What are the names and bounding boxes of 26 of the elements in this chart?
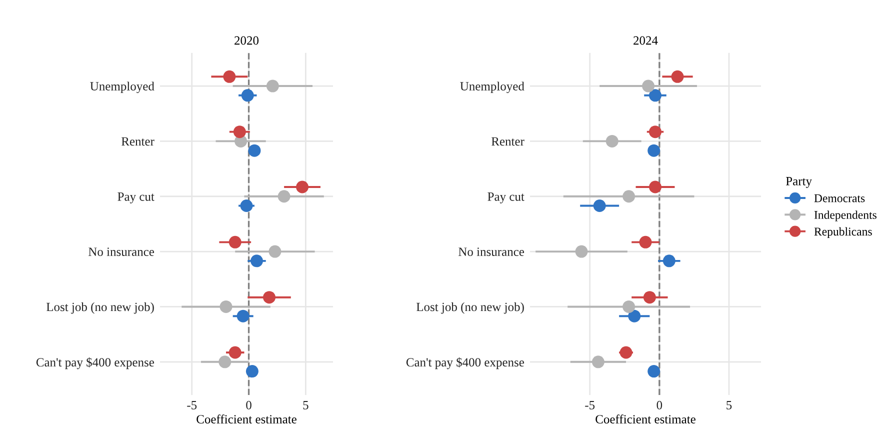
chart-title: 2020	[234, 36, 259, 45]
y-tick-label: Renter	[491, 137, 524, 146]
x-tick-label: 5	[303, 401, 308, 410]
y-tick-label: Unemployed	[90, 82, 154, 94]
y-tick-label: Lost job (no new job)	[46, 302, 154, 314]
chart-title: 2024	[634, 36, 658, 45]
y-tick-label: No insurance	[88, 248, 154, 256]
legend-title: Party	[786, 177, 812, 188]
x-tick-label: -5	[585, 401, 595, 410]
x-axis-title: Coefficient estimate	[596, 414, 696, 424]
y-tick-label: Can't pay $400 expense	[406, 357, 524, 370]
x-tick-label: 0	[246, 400, 252, 410]
x-tick-label: 5	[726, 401, 732, 410]
legend-label: Republicans	[814, 227, 872, 238]
y-tick-label: Can't pay $400 expense	[36, 357, 154, 370]
y-tick-label: Unemployed	[460, 82, 524, 94]
x-tick-label: -5	[187, 401, 197, 410]
x-axis-title: Coefficient estimate	[196, 414, 296, 424]
y-tick-label: Renter	[121, 137, 154, 146]
x-tick-label: 0	[656, 400, 662, 410]
y-tick-label: Pay cut	[118, 192, 154, 204]
y-tick-label: No insurance	[458, 248, 524, 256]
legend-label: Democrats	[814, 194, 865, 202]
legend-label: Independents	[814, 210, 876, 222]
y-tick-label: Pay cut	[488, 192, 524, 204]
y-tick-label: Lost job (no new job)	[416, 302, 524, 314]
